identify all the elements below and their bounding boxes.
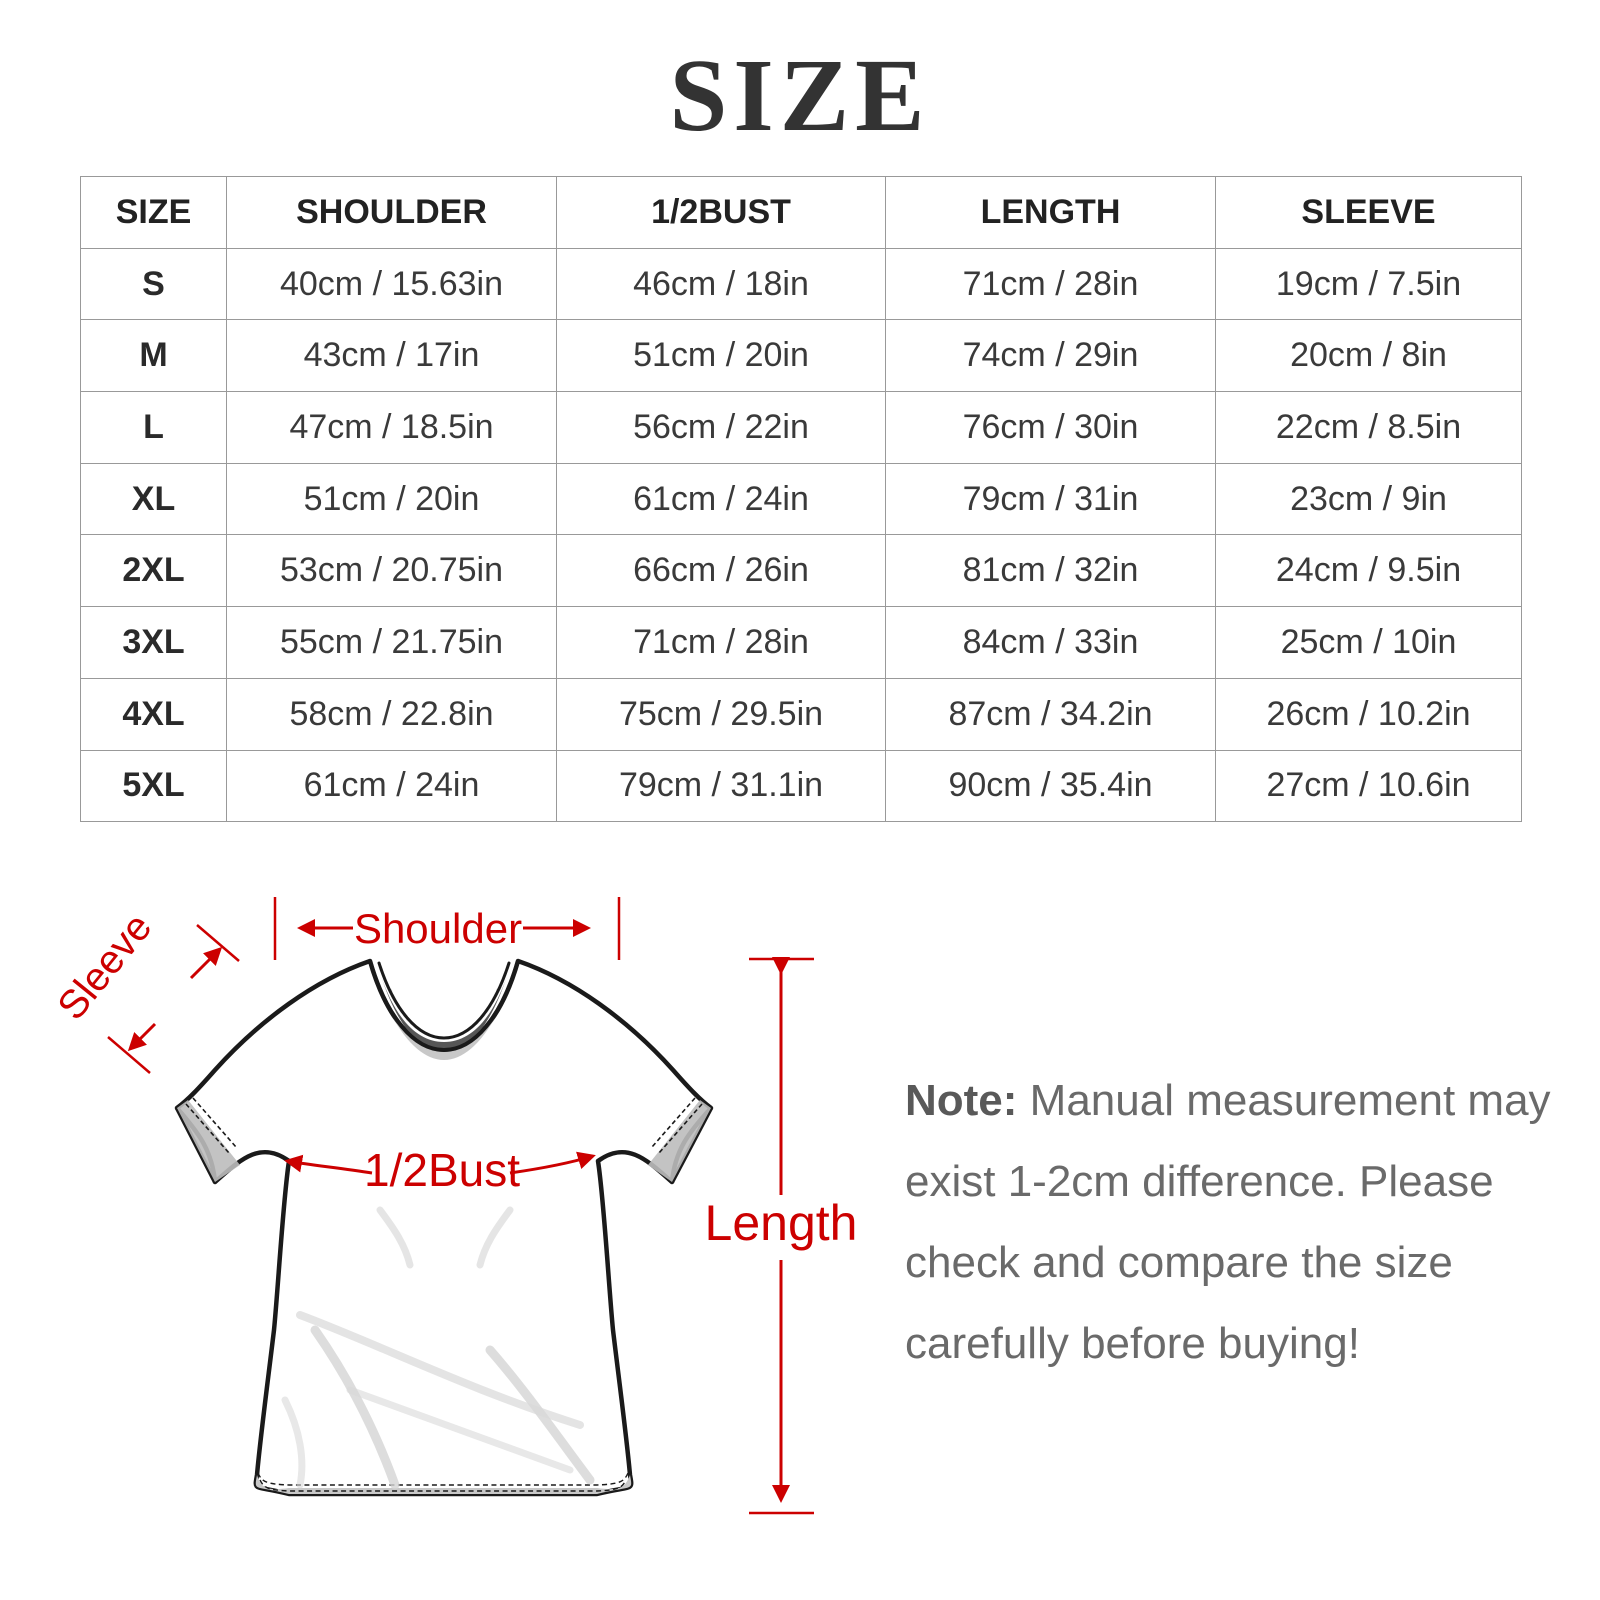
svg-text:1/2Bust: 1/2Bust xyxy=(364,1144,520,1196)
svg-text:Shoulder: Shoulder xyxy=(354,905,522,952)
svg-text:Length: Length xyxy=(705,1195,858,1251)
svg-text:Sleeve: Sleeve xyxy=(49,905,160,1028)
